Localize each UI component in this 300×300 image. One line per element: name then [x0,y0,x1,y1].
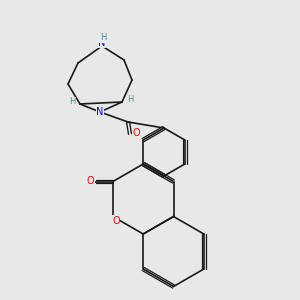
Text: O: O [132,128,140,138]
Text: N: N [98,38,106,48]
Text: H: H [100,34,106,43]
Text: O: O [87,176,94,187]
Text: O: O [112,215,120,226]
Text: H: H [127,95,133,104]
Text: N: N [96,107,104,117]
Text: H: H [69,98,75,106]
